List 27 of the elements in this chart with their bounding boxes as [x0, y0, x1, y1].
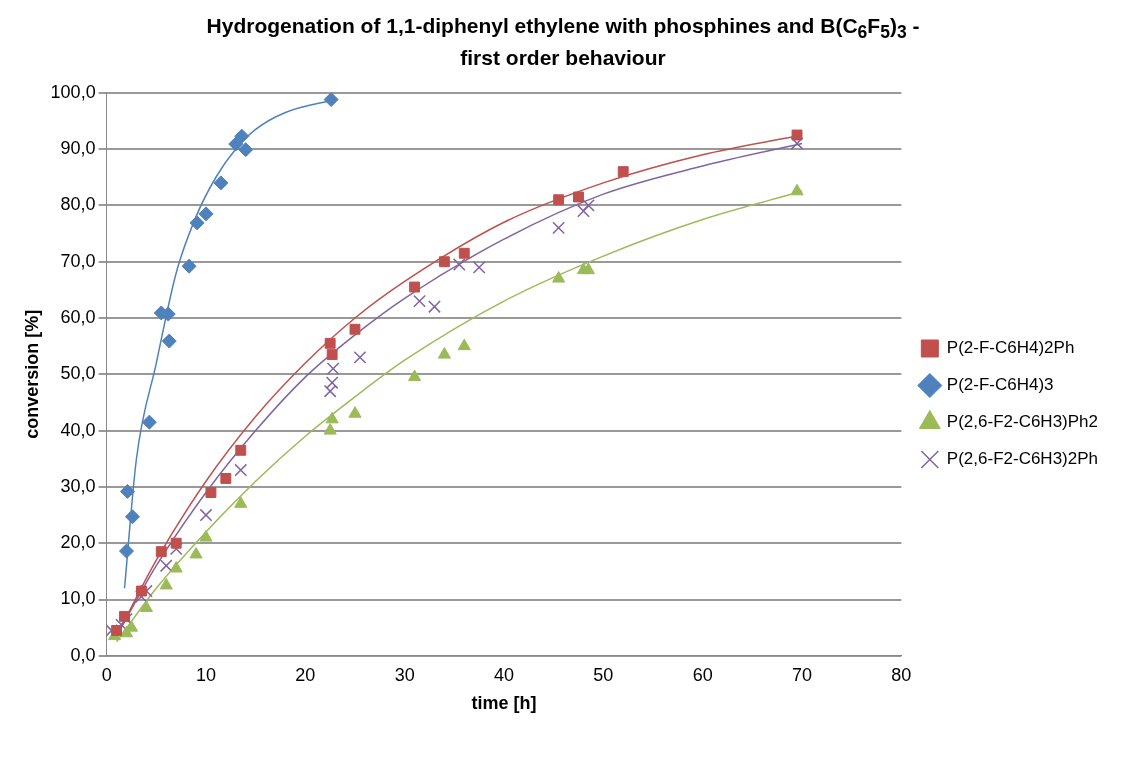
x-axis-title: time [h]: [471, 693, 537, 714]
legend-label: P(2-F-C6H4)2Ph: [946, 338, 1075, 358]
chart-title: Hydrogenation of 1,1-diphenyl ethylene with phosphines and B(C$_{6}$F$_{5}$)$_{3}$ - first order behaviour: [206, 14, 920, 69]
y-tick-label: 0,0: [70, 645, 96, 665]
x-tick-label: 30: [394, 664, 415, 685]
x-tick-label: 50: [593, 664, 614, 685]
x-tick-label: 0: [101, 664, 112, 685]
x-tick-label: 40: [493, 664, 514, 685]
y-tick-label: 80,0: [60, 194, 96, 215]
x-tick-label: 20: [295, 664, 316, 685]
y-tick-label: 10,0: [60, 588, 96, 609]
y-tick-label: 40,0: [60, 419, 96, 440]
x-tick-label: 60: [692, 664, 713, 685]
y-tick-label: 30,0: [60, 476, 96, 497]
y-tick-label: 90,0: [60, 138, 96, 159]
legend-label: P(2-F-C6H4)3: [946, 375, 1054, 395]
y-tick-label: 70,0: [60, 250, 96, 271]
y-axis-title: conversion [%]: [21, 310, 42, 440]
x-tick-label: 80: [891, 664, 912, 685]
x-tick-label: 70: [791, 664, 813, 685]
y-tick-label: 20,0: [60, 532, 96, 553]
x-tick-label: 10: [195, 664, 216, 685]
y-tick-label: 50,0: [60, 363, 96, 384]
legend-label: P(2,6-F2-C6H3)2Ph: [946, 449, 1099, 469]
y-tick-label: 100,0: [50, 82, 96, 102]
y-tick-label: 60,0: [60, 307, 96, 328]
legend-label: P(2,6-F2-C6H3)Ph2: [946, 412, 1099, 432]
